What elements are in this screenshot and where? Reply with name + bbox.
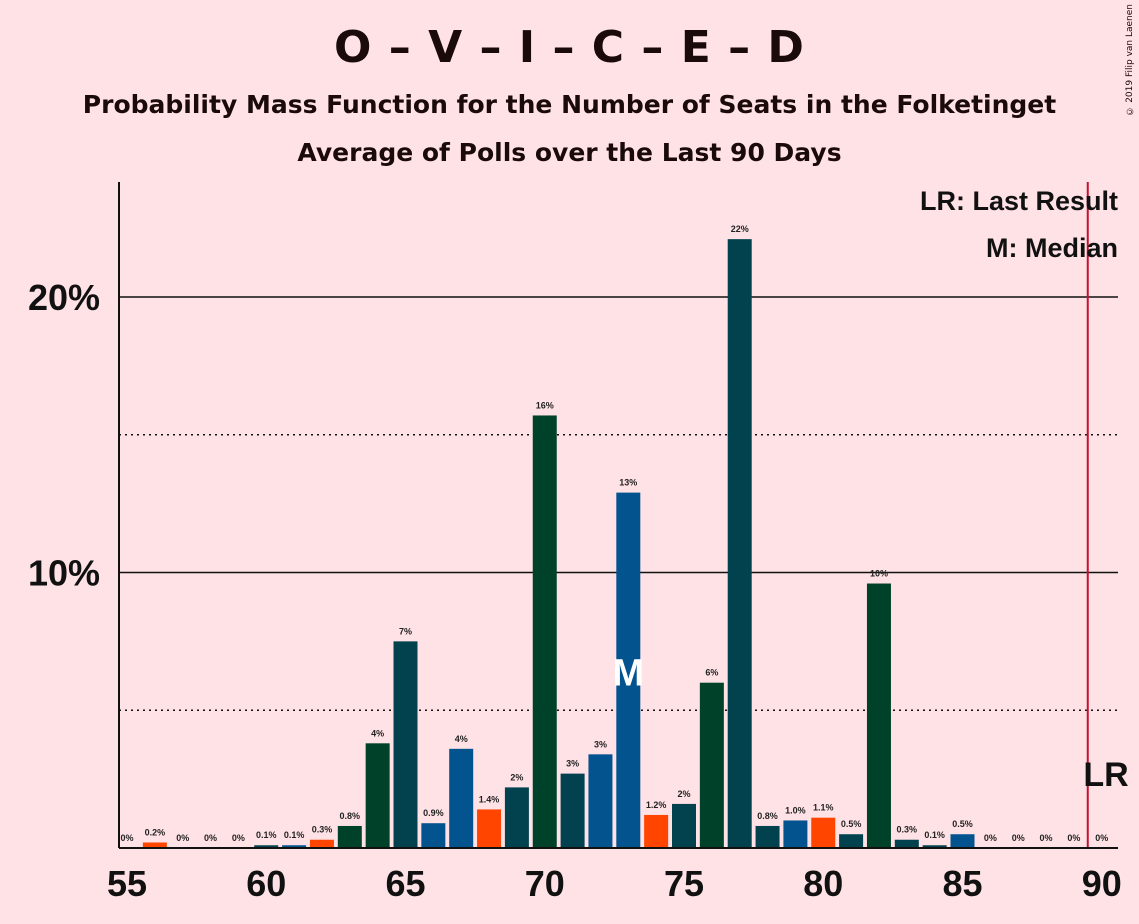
bar-seat-83: [894, 839, 919, 848]
chart-subtitle: Probability Mass Function for the Number…: [82, 90, 1057, 119]
bar-seat-78: [755, 825, 780, 848]
data-label: 0.8%: [340, 811, 361, 821]
data-label: 3%: [594, 739, 607, 749]
legend-median: M: Median: [986, 233, 1118, 263]
x-tick-label: 60: [246, 863, 286, 904]
bar-seat-56: [142, 842, 167, 848]
data-label: 0.5%: [841, 819, 862, 829]
chart-subtitle-2: Average of Polls over the Last 90 Days: [297, 138, 842, 167]
bar-seat-71: [560, 773, 585, 848]
data-label: 13%: [619, 478, 637, 488]
data-label: 0%: [1095, 833, 1108, 843]
bar-seat-61: [282, 845, 307, 848]
data-label: 1.1%: [813, 803, 834, 813]
data-label: 3%: [566, 759, 579, 769]
bar-seat-79: [783, 820, 808, 848]
bar-seat-75: [672, 803, 696, 848]
data-label: 0%: [1040, 833, 1053, 843]
x-tick-label: 75: [664, 863, 704, 904]
data-label: 0%: [176, 833, 189, 843]
chart-title: O – V – I – C – E – D: [334, 22, 805, 73]
y-tick-label: 20%: [28, 277, 100, 318]
data-label: 0%: [120, 833, 133, 843]
bar-seat-72: [588, 754, 613, 848]
data-label: 1.4%: [479, 794, 500, 804]
bar-seat-60: [254, 845, 279, 848]
data-label: 1.0%: [785, 805, 806, 815]
data-label: 0.3%: [312, 825, 333, 835]
bar-seat-63: [337, 825, 362, 848]
legend-last-result: LR: Last Result: [920, 186, 1118, 216]
bar-seat-67: [449, 748, 474, 848]
data-label: 6%: [705, 668, 718, 678]
data-label: 1.2%: [646, 800, 667, 810]
data-label: 0.1%: [284, 830, 305, 840]
data-label: 10%: [870, 569, 888, 579]
bar-seat-82: [866, 583, 891, 848]
bar-seat-73: [616, 492, 641, 848]
data-label: 4%: [455, 734, 468, 744]
bar-seat-76: [699, 682, 724, 848]
x-tick-label: 80: [803, 863, 843, 904]
bar-seat-80: [811, 817, 836, 848]
bar-seat-84: [922, 845, 947, 848]
bar-seat-66: [421, 823, 446, 848]
y-tick-label: 10%: [28, 553, 100, 594]
data-label: 0%: [984, 833, 997, 843]
data-label: 0.5%: [952, 819, 973, 829]
x-tick-label: 65: [385, 863, 425, 904]
data-label: 0%: [204, 833, 217, 843]
bar-seat-77: [727, 239, 752, 848]
x-tick-label: 85: [942, 863, 982, 904]
bar-seat-62: [309, 839, 334, 848]
data-label: 2%: [677, 789, 690, 799]
last-result-marker: LR: [1083, 756, 1128, 794]
data-label: 0%: [1067, 833, 1080, 843]
data-label: 22%: [731, 224, 749, 234]
data-label: 4%: [371, 728, 384, 738]
median-marker: M: [612, 652, 644, 694]
data-label: 0%: [232, 833, 245, 843]
data-label: 0.2%: [145, 827, 166, 837]
bar-seat-81: [839, 834, 864, 848]
data-label: 0.9%: [423, 808, 444, 818]
bar-seat-69: [504, 787, 529, 848]
x-tick-label: 55: [107, 863, 147, 904]
data-label: 0.8%: [757, 811, 778, 821]
bar-seat-70: [532, 415, 557, 848]
bar-seat-68: [477, 809, 502, 848]
data-label: 0.1%: [256, 830, 277, 840]
bar-seat-74: [644, 814, 669, 848]
data-label: 0.3%: [897, 825, 918, 835]
data-label: 16%: [536, 400, 554, 410]
bar-seat-64: [365, 743, 390, 848]
data-label: 2%: [510, 772, 523, 782]
x-tick-label: 70: [525, 863, 565, 904]
bar-seat-85: [950, 834, 975, 848]
data-label: 0%: [1012, 833, 1025, 843]
x-tick-label: 90: [1082, 863, 1122, 904]
bar-seat-65: [393, 641, 418, 848]
data-label: 0.1%: [924, 830, 945, 840]
data-label: 7%: [399, 626, 412, 636]
